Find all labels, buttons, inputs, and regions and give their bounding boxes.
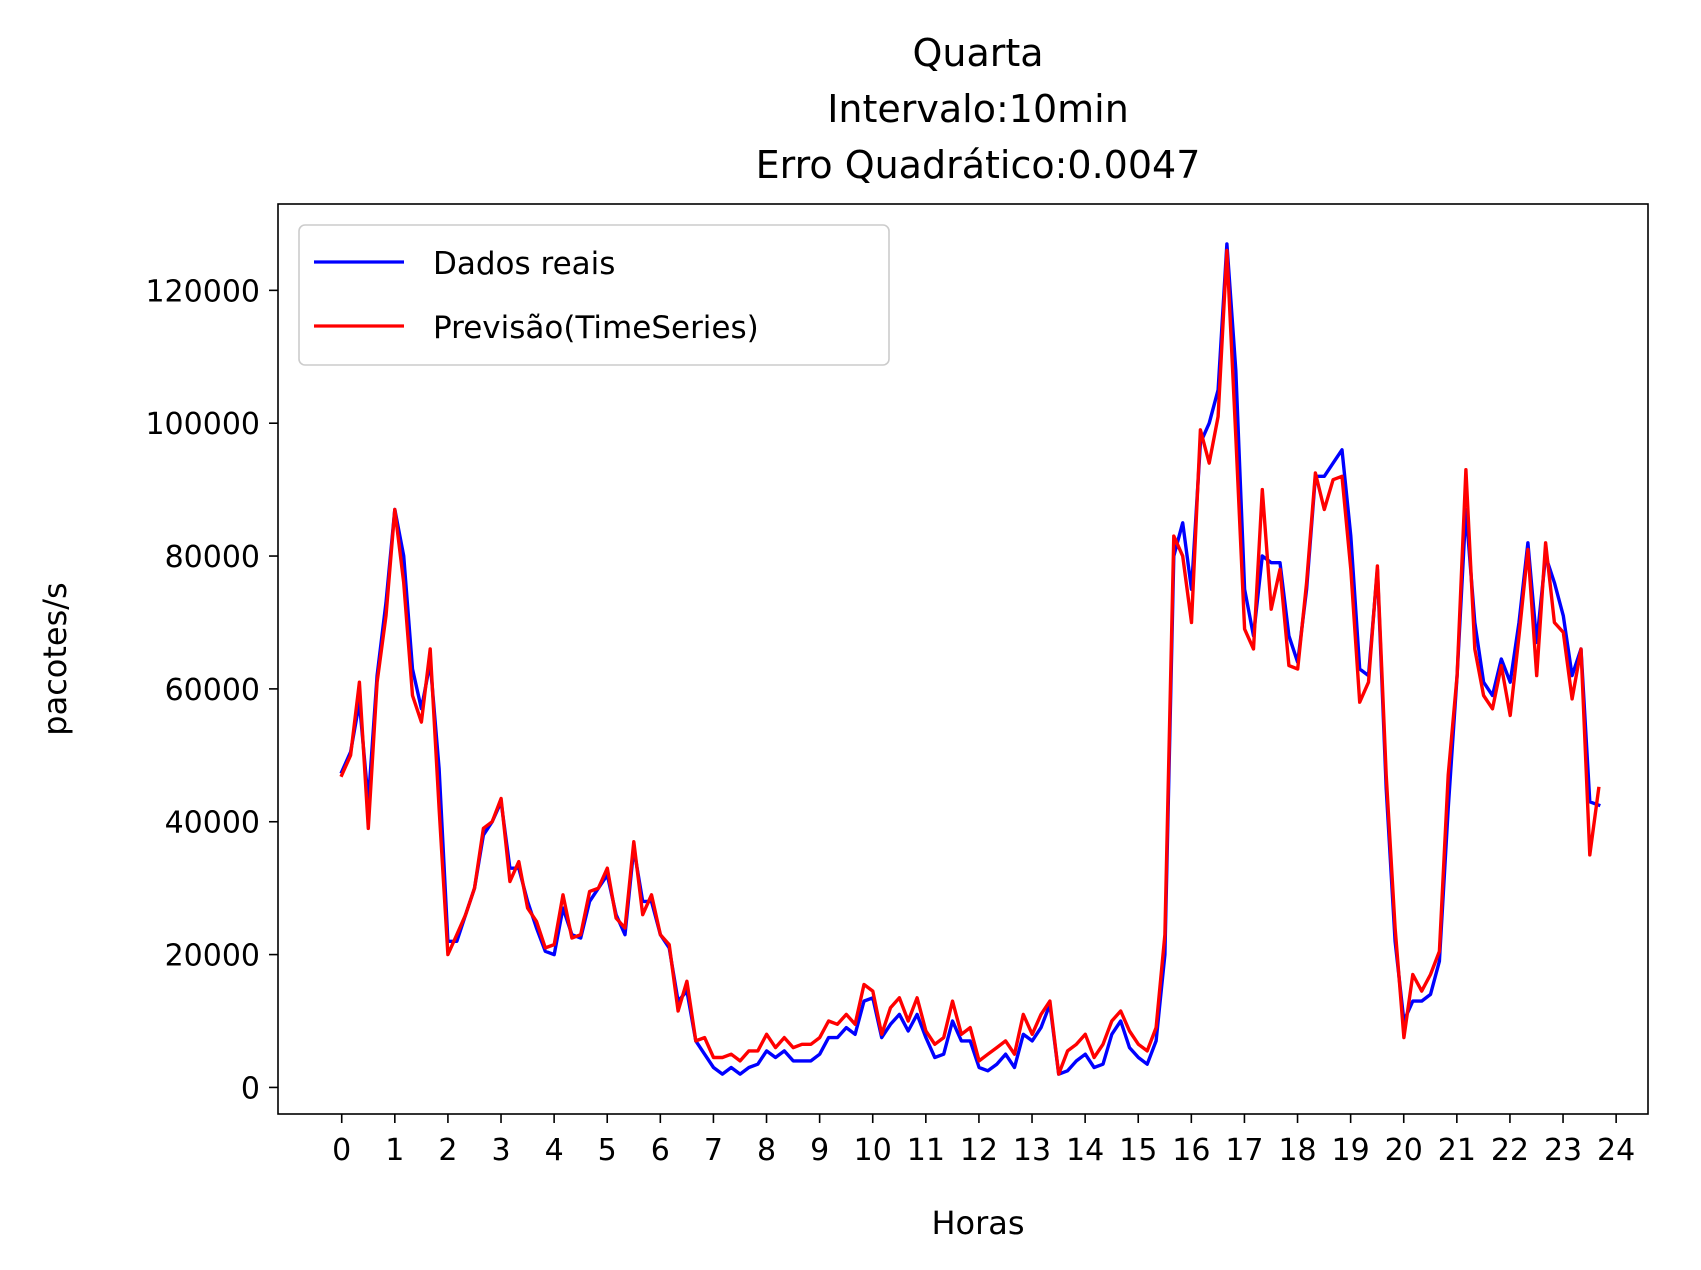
plot-area xyxy=(277,203,1649,1115)
x-tick-label: 8 xyxy=(757,1133,776,1168)
x-tick-label: 14 xyxy=(1066,1133,1104,1168)
x-tick-label: 4 xyxy=(545,1133,564,1168)
series-layer xyxy=(339,242,1601,1076)
x-tick-label: 17 xyxy=(1225,1133,1263,1168)
x-tick-label: 5 xyxy=(598,1133,617,1168)
x-tick-label: 21 xyxy=(1438,1133,1476,1168)
y-tick-label: 80000 xyxy=(165,540,260,575)
title-line-3: Erro Quadrático:0.0047 xyxy=(756,143,1201,187)
x-tick-label: 9 xyxy=(810,1133,829,1168)
title-line-1: Quarta xyxy=(912,31,1043,75)
y-tick-label: 0 xyxy=(241,1071,260,1106)
x-tick-label: 1 xyxy=(385,1133,404,1168)
x-tick-label: 16 xyxy=(1172,1133,1210,1168)
x-tick-label: 7 xyxy=(704,1133,723,1168)
y-tick-label: 40000 xyxy=(165,806,260,841)
x-tick-label: 10 xyxy=(854,1133,892,1168)
title-line-2: Intervalo:10min xyxy=(827,87,1129,131)
y-tick-label: 60000 xyxy=(165,673,260,708)
legend-frame xyxy=(298,224,890,366)
x-tick-label: 18 xyxy=(1278,1133,1316,1168)
x-tick-label: 2 xyxy=(438,1133,457,1168)
plot-frame xyxy=(277,203,1649,1115)
x-tick-label: 23 xyxy=(1544,1133,1582,1168)
x-tick-label: 19 xyxy=(1332,1133,1370,1168)
x-axis-ticks: 0 1 2 3 4 5 6 7 8 9 10 11 12 13 14 15 16 17 18 19 20 21 22 23 24 xyxy=(332,1114,1635,1168)
legend-label-dados-reais: Dados reais xyxy=(433,246,615,282)
series-line-previsao xyxy=(339,248,1601,1076)
series-line-dados-reais xyxy=(339,242,1601,1076)
x-tick-label: 13 xyxy=(1013,1133,1051,1168)
y-tick-label: 120000 xyxy=(145,274,260,309)
x-tick-label: 24 xyxy=(1597,1133,1635,1168)
x-tick-label: 15 xyxy=(1119,1133,1157,1168)
y-axis-label: pacotes/s xyxy=(36,582,74,735)
x-tick-label: 0 xyxy=(332,1133,351,1168)
x-tick-label: 6 xyxy=(651,1133,670,1168)
x-axis-label: Horas xyxy=(931,1204,1024,1242)
x-tick-label: 22 xyxy=(1491,1133,1529,1168)
x-tick-label: 11 xyxy=(907,1133,945,1168)
title: Quarta Intervalo:10min Erro Quadrático:0… xyxy=(756,31,1201,187)
legend: Dados reais Previsão(TimeSeries) xyxy=(298,224,890,366)
x-tick-label: 20 xyxy=(1385,1133,1423,1168)
x-tick-label: 3 xyxy=(491,1133,510,1168)
x-tick-label: 12 xyxy=(960,1133,998,1168)
y-tick-label: 100000 xyxy=(145,407,260,442)
y-tick-label: 20000 xyxy=(165,939,260,974)
y-axis-ticks: 0 20000 40000 60000 80000 100000 120000 xyxy=(145,274,278,1106)
legend-label-previsao: Previsão(TimeSeries) xyxy=(433,310,759,346)
